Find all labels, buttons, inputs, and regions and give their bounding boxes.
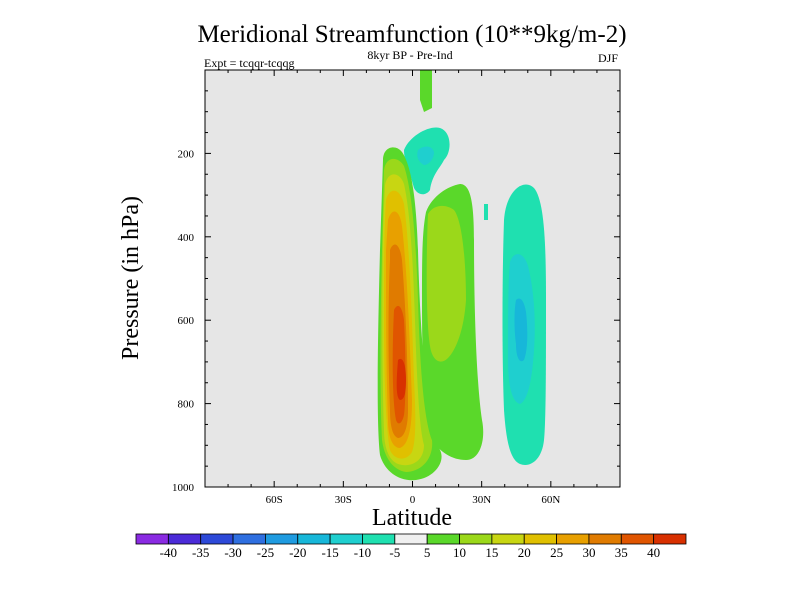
colorbar-label: 35 <box>615 545 628 560</box>
x-tick-label: 60N <box>541 494 560 506</box>
chart-subtitle: 8kyr BP - Pre-Ind <box>367 48 452 62</box>
colorbar-swatch <box>297 533 331 545</box>
colorbar-label: 20 <box>518 545 531 560</box>
y-tick-label: 600 <box>178 315 195 327</box>
colorbar-label: -40 <box>160 545 177 560</box>
x-axis-label: Latitude <box>372 505 452 531</box>
colorbar-swatch <box>588 533 622 545</box>
colorbar-label: 10 <box>453 545 466 560</box>
contour-upper-negative-inner <box>417 146 434 165</box>
colorbar-label: 15 <box>485 545 498 560</box>
y-tick-label: 1000 <box>172 482 195 494</box>
colorbar-swatch <box>620 533 655 545</box>
experiment-label: Expt = tcqqr-tcqqg <box>204 56 295 70</box>
colorbar: -40 -35 -30 -25 -20 -15 -10 -5 5 10 15 20 25 30 35 40 <box>135 533 687 560</box>
y-tick-label: 800 <box>178 399 195 411</box>
y-axis: 200 400 600 800 1000 <box>172 69 620 494</box>
colorbar-label: 40 <box>647 545 660 560</box>
colorbar-swatch <box>459 533 493 545</box>
colorbar-label: 25 <box>550 545 563 560</box>
colorbar-swatch <box>426 533 460 545</box>
colorbar-swatch <box>135 533 169 545</box>
x-tick-label: 60S <box>266 494 283 506</box>
contour-blip <box>484 204 488 220</box>
contour-field <box>377 70 546 481</box>
x-tick-label: 30S <box>335 494 352 506</box>
colorbar-label: -25 <box>257 545 274 560</box>
colorbar-label: 5 <box>424 545 431 560</box>
contour-north-negative-15 <box>514 298 528 362</box>
colorbar-label: -15 <box>321 545 338 560</box>
colorbar-swatch <box>232 533 266 545</box>
chart-title: Meridional Streamfunction (10**9kg/m-2) <box>197 21 626 48</box>
x-axis: 60S 30S 0 30N 60N <box>204 70 621 506</box>
colorbar-label: -30 <box>224 545 241 560</box>
y-tick-label: 200 <box>178 148 195 160</box>
colorbar-swatch <box>556 533 590 545</box>
colorbar-swatch <box>362 533 396 545</box>
contour-filament-top <box>420 70 432 112</box>
colorbar-swatch <box>329 533 363 545</box>
contour-north-positive-10 <box>426 205 466 362</box>
colorbar-label: -10 <box>354 545 371 560</box>
colorbar-swatch <box>265 533 299 545</box>
colorbar-swatch <box>200 533 234 545</box>
colorbar-label: -5 <box>389 545 400 560</box>
colorbar-swatch <box>491 533 525 545</box>
colorbar-label: 30 <box>582 545 595 560</box>
x-tick-label: 30N <box>472 494 491 506</box>
colorbar-swatch <box>167 533 202 545</box>
colorbar-swatch <box>653 533 687 545</box>
colorbar-label: -20 <box>289 545 306 560</box>
y-tick-label: 400 <box>178 232 195 244</box>
colorbar-swatch <box>523 533 557 545</box>
season-label: DJF <box>598 51 618 65</box>
colorbar-label: -35 <box>192 545 209 560</box>
contour-band-40 <box>396 358 406 400</box>
y-axis-label: Pressure (in hPa) <box>118 196 144 360</box>
x-tick-label: 0 <box>410 494 416 506</box>
colorbar-swatch <box>394 533 428 545</box>
